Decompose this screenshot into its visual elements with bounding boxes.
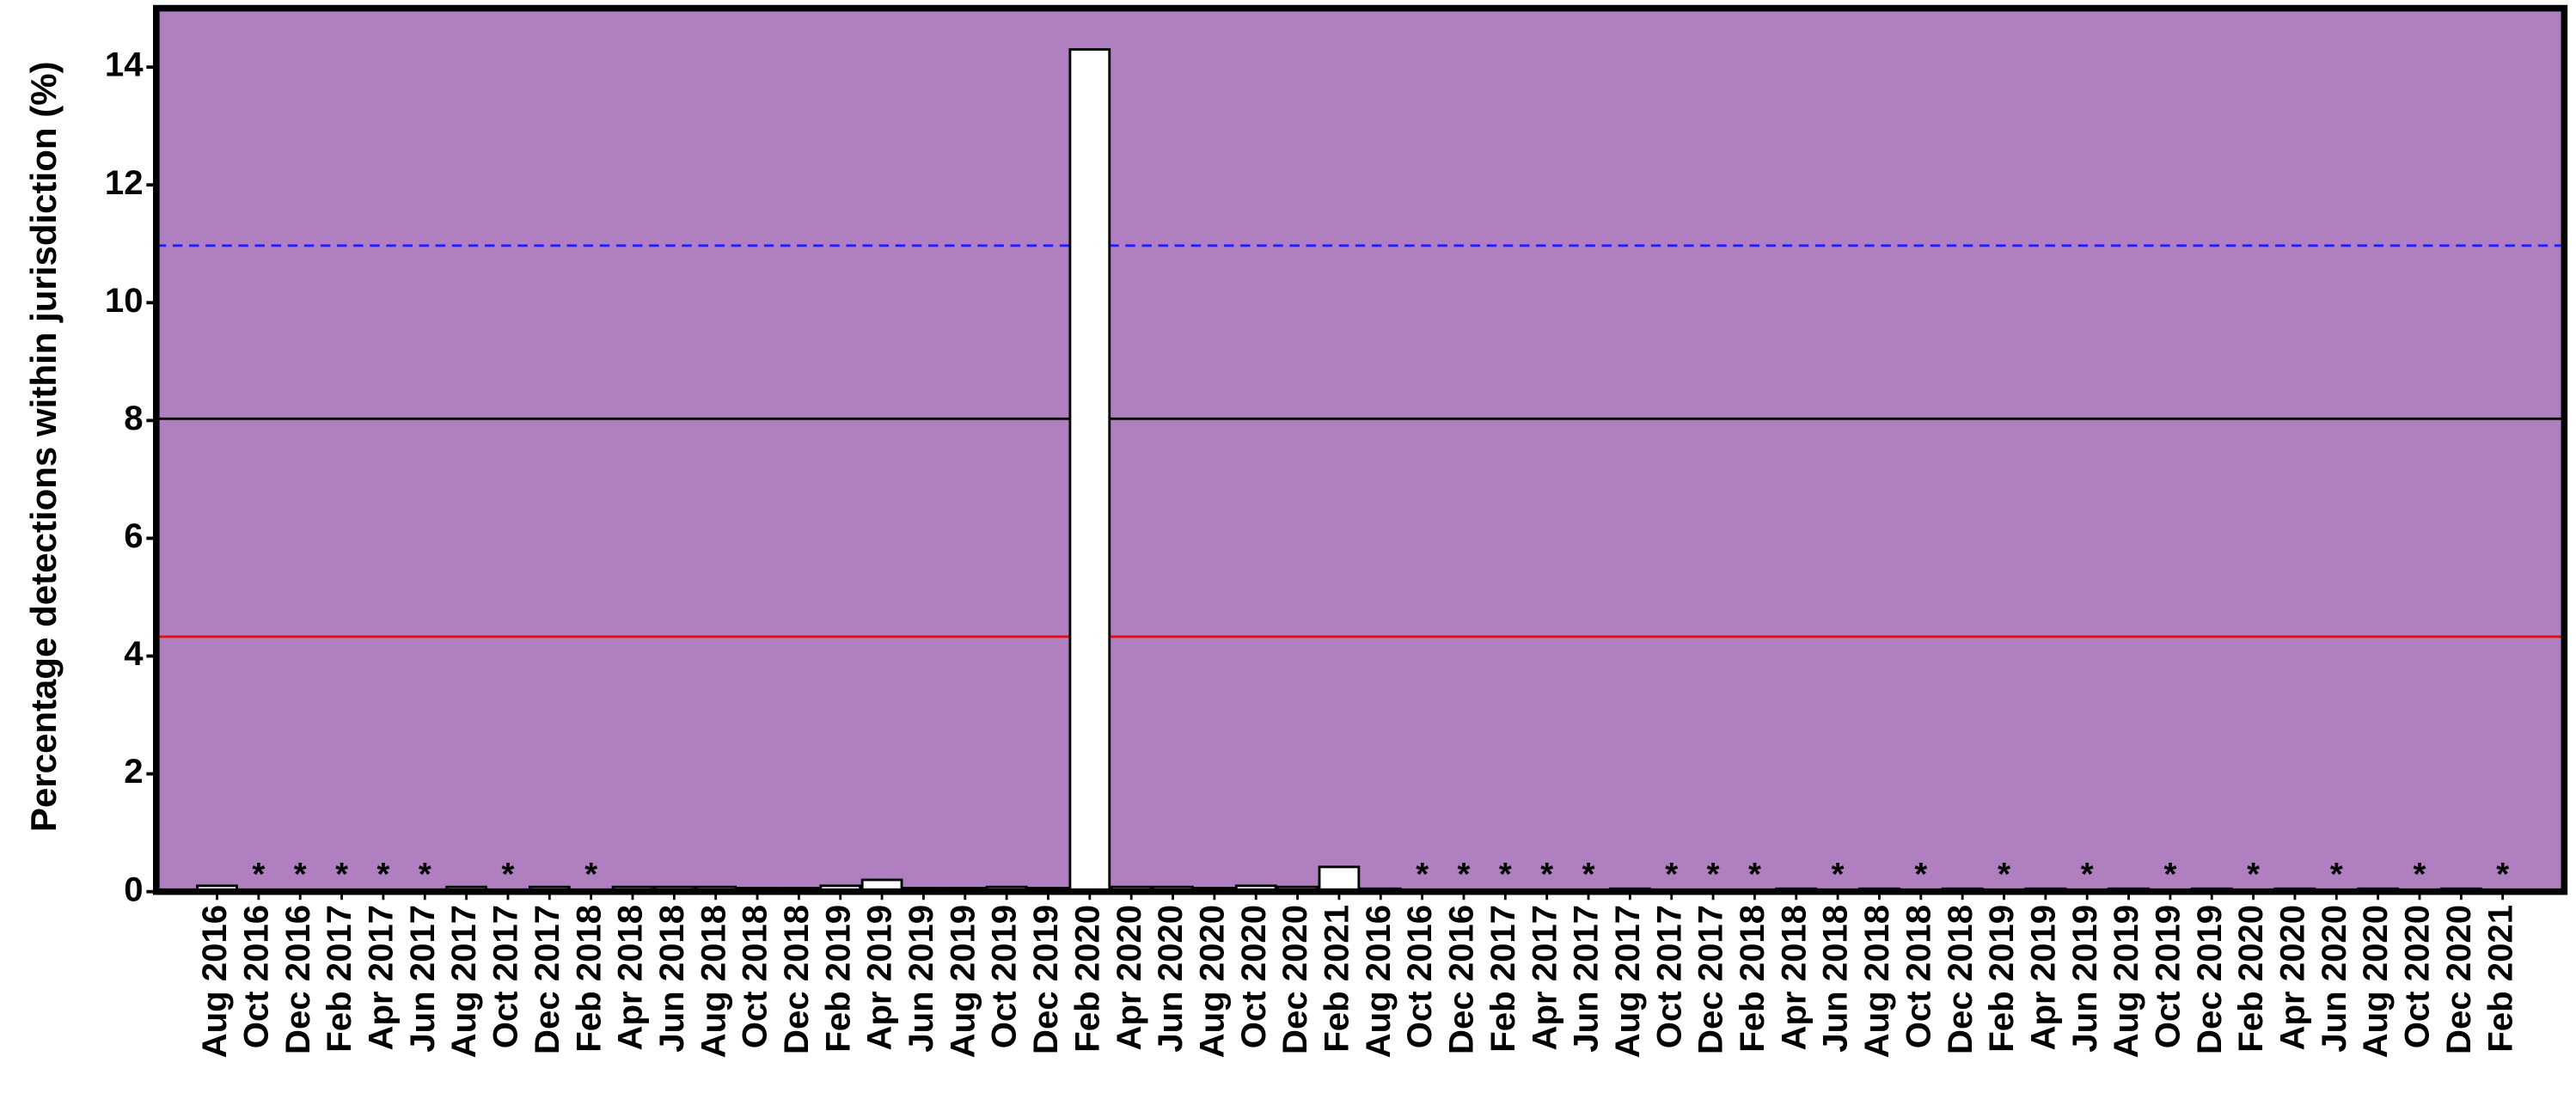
- x-tick-label: Dec 2019: [2190, 905, 2229, 1054]
- x-tick-label: Apr 2018: [1774, 905, 1813, 1051]
- x-tick-label: Jun 2020: [2315, 905, 2353, 1053]
- x-tick-label: Dec 2019: [1026, 905, 1065, 1054]
- missing-marker: *: [584, 856, 597, 893]
- x-tick-label: Oct 2016: [1400, 905, 1439, 1048]
- plot-frame: [152, 4, 2568, 895]
- x-tick-label: Feb 2018: [1733, 905, 1771, 1053]
- missing-marker: *: [1665, 856, 1678, 893]
- x-tick-label: Dec 2016: [278, 905, 317, 1054]
- missing-marker: *: [2414, 856, 2426, 893]
- x-tick-label: Jun 2018: [652, 905, 691, 1053]
- x-tick-label: Feb 2018: [569, 905, 608, 1053]
- x-tick-label: Jun 2017: [1567, 905, 1606, 1053]
- x-tick-label: Oct 2018: [736, 905, 774, 1048]
- x-tick-label: Jun 2019: [2065, 905, 2104, 1053]
- bar: [1318, 865, 1361, 894]
- plot-background: [156, 8, 2565, 892]
- y-tick-label: 12: [105, 163, 144, 202]
- x-tick-label: Dec 2016: [1442, 905, 1481, 1054]
- x-tick-label: Dec 2020: [2439, 905, 2478, 1054]
- missing-marker: *: [1540, 856, 1553, 893]
- missing-marker: *: [2330, 856, 2343, 893]
- y-tick-label: 14: [105, 46, 144, 84]
- missing-marker: *: [1832, 856, 1845, 893]
- missing-marker: *: [2081, 856, 2094, 893]
- x-tick-label: Apr 2017: [1525, 905, 1563, 1051]
- x-tick-label: Oct 2020: [1234, 905, 1273, 1048]
- x-tick-label: Feb 2017: [1484, 905, 1522, 1053]
- x-tick-label: Apr 2019: [860, 905, 899, 1051]
- x-tick-label: Jun 2018: [1816, 905, 1855, 1053]
- missing-marker: *: [1499, 856, 1512, 893]
- x-tick-label: Aug 2019: [943, 905, 982, 1058]
- x-tick-label: Jun 2020: [1151, 905, 1190, 1053]
- missing-marker: *: [252, 856, 265, 893]
- y-tick-label: 0: [124, 870, 143, 908]
- missing-marker: *: [2247, 856, 2260, 893]
- x-tick-label: Oct 2019: [2148, 905, 2187, 1048]
- x-tick-label: Feb 2017: [320, 905, 358, 1053]
- missing-marker: *: [1998, 856, 2010, 893]
- missing-marker: *: [376, 856, 389, 893]
- x-tick-label: Feb 2019: [818, 905, 857, 1053]
- x-tick-label: Aug 2018: [694, 905, 732, 1058]
- x-tick-label: Aug 2017: [444, 905, 483, 1058]
- x-tick-label: Dec 2018: [777, 905, 816, 1054]
- missing-marker: *: [419, 856, 431, 893]
- x-tick-label: Jun 2017: [403, 905, 442, 1053]
- x-tick-label: Aug 2018: [1857, 905, 1896, 1058]
- x-tick-label: Jun 2019: [902, 905, 940, 1053]
- x-tick-label: Dec 2017: [528, 905, 566, 1054]
- y-tick-label: 8: [124, 399, 143, 437]
- x-tick-label: Apr 2019: [2023, 905, 2062, 1051]
- x-tick-label: Feb 2020: [1068, 905, 1106, 1053]
- missing-marker: *: [502, 856, 515, 893]
- x-tick-label: Dec 2017: [1692, 905, 1730, 1054]
- missing-marker: *: [1748, 856, 1761, 893]
- missing-marker: *: [335, 856, 348, 893]
- x-tick-label: Aug 2016: [1359, 905, 1398, 1058]
- missing-marker: *: [294, 856, 307, 893]
- x-tick-label: Apr 2017: [362, 905, 401, 1051]
- x-tick-label: Apr 2020: [2273, 905, 2312, 1051]
- x-tick-label: Oct 2017: [1649, 905, 1688, 1048]
- x-tick-label: Aug 2017: [1608, 905, 1647, 1058]
- x-tick-label: Feb 2019: [1982, 905, 2021, 1053]
- x-tick-label: Feb 2021: [1318, 905, 1356, 1053]
- x-tick-label: Oct 2016: [236, 905, 275, 1048]
- y-tick-label: 10: [105, 281, 144, 320]
- x-tick-label: Apr 2018: [611, 905, 650, 1051]
- bar: [1068, 48, 1111, 894]
- missing-marker: *: [2163, 856, 2176, 893]
- missing-marker: *: [2496, 856, 2509, 893]
- x-tick-label: Dec 2018: [1941, 905, 1979, 1054]
- missing-marker: *: [1582, 856, 1595, 893]
- y-tick-label: 2: [124, 752, 143, 791]
- y-tick-label: 4: [124, 634, 144, 673]
- x-tick-label: Apr 2020: [1110, 905, 1148, 1051]
- x-tick-label: Aug 2020: [2356, 905, 2395, 1058]
- x-tick-label: Aug 2019: [2107, 905, 2145, 1058]
- x-tick-label: Aug 2020: [1192, 905, 1231, 1058]
- missing-marker: *: [1914, 856, 1927, 893]
- x-tick-label: Feb 2021: [2481, 905, 2519, 1053]
- missing-marker: *: [1416, 856, 1429, 893]
- x-tick-label: Feb 2020: [2231, 905, 2270, 1053]
- x-tick-label: Dec 2020: [1276, 905, 1314, 1054]
- missing-marker: *: [1707, 856, 1720, 893]
- x-tick-label: Oct 2018: [1899, 905, 1937, 1048]
- y-tick-label: 6: [124, 516, 143, 555]
- x-tick-label: Oct 2019: [985, 905, 1024, 1048]
- x-tick-label: Aug 2016: [195, 905, 234, 1058]
- x-tick-label: Oct 2017: [486, 905, 525, 1048]
- x-tick-label: Oct 2020: [2398, 905, 2437, 1048]
- y-axis-label: Percentage detections within jurisdictio…: [23, 61, 64, 832]
- missing-marker: *: [1458, 856, 1471, 893]
